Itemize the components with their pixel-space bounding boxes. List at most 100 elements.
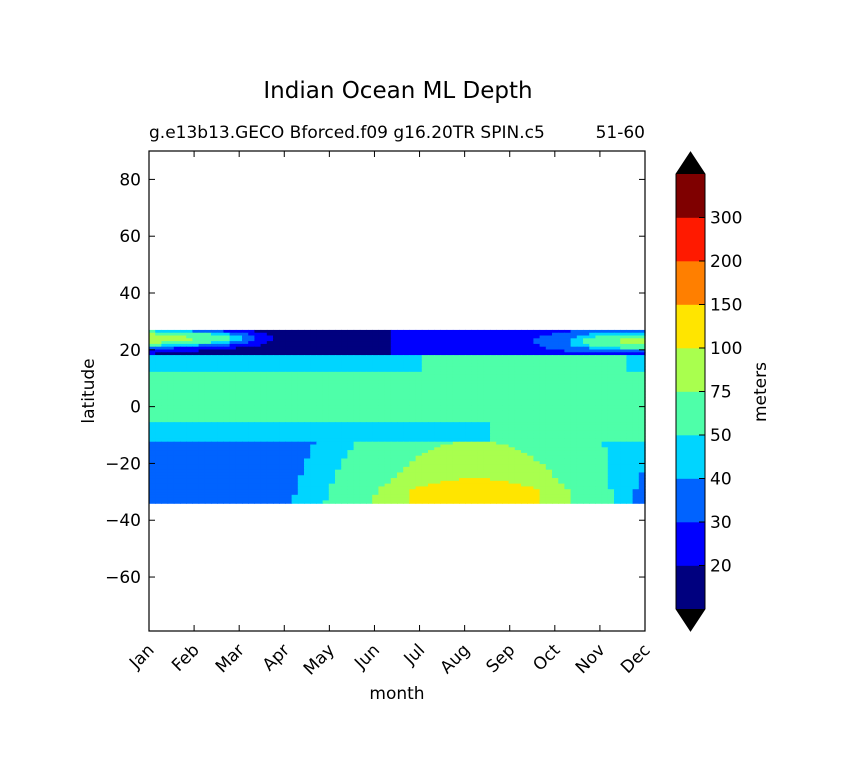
contour-cell bbox=[341, 343, 348, 348]
contour-cell bbox=[310, 410, 317, 415]
contour-cell bbox=[229, 374, 237, 379]
contour-cell bbox=[322, 472, 330, 476]
contour-cell bbox=[397, 427, 404, 432]
contour-cell bbox=[161, 486, 169, 490]
contour-cell bbox=[347, 483, 355, 488]
contour-cell bbox=[310, 469, 317, 474]
contour-cell bbox=[545, 469, 553, 474]
contour-cell bbox=[167, 388, 175, 393]
contour-cell bbox=[229, 492, 237, 496]
contour-cell bbox=[533, 424, 541, 429]
contour-cell bbox=[192, 380, 200, 384]
contour-cell bbox=[211, 332, 218, 337]
contour-cell bbox=[595, 497, 603, 501]
contour-cell bbox=[558, 343, 565, 348]
contour-cell bbox=[397, 455, 404, 460]
contour-cell bbox=[173, 369, 181, 373]
contour-cell bbox=[403, 458, 410, 462]
contour-cell bbox=[372, 405, 379, 409]
contour-cell bbox=[514, 455, 522, 460]
contour-cell bbox=[297, 360, 305, 365]
contour-cell bbox=[155, 385, 162, 390]
contour-cell bbox=[533, 410, 541, 415]
contour-cell bbox=[366, 371, 373, 376]
contour-cell bbox=[471, 391, 479, 395]
contour-cell bbox=[304, 430, 311, 434]
contour-cell bbox=[167, 374, 175, 379]
contour-cell bbox=[539, 341, 547, 345]
contour-cell bbox=[514, 464, 522, 468]
contour-cell bbox=[291, 458, 299, 462]
contour-cell bbox=[409, 497, 417, 501]
contour-cell bbox=[273, 355, 280, 359]
contour-cell bbox=[527, 352, 534, 356]
contour-cell bbox=[198, 464, 206, 468]
contour-cell bbox=[173, 410, 181, 415]
contour-cell bbox=[335, 380, 342, 384]
contour-cell bbox=[638, 346, 646, 351]
contour-cell bbox=[304, 399, 311, 404]
contour-cell bbox=[173, 349, 181, 353]
contour-cell bbox=[384, 450, 392, 454]
contour-cell bbox=[446, 447, 454, 451]
contour-cell bbox=[316, 360, 324, 365]
contour-cell bbox=[508, 452, 516, 457]
contour-cell bbox=[620, 422, 627, 426]
contour-cell bbox=[297, 355, 305, 359]
contour-cell bbox=[273, 461, 280, 465]
contour-cell bbox=[620, 357, 627, 362]
contour-cell bbox=[378, 332, 386, 337]
contour-cell bbox=[297, 338, 305, 342]
contour-cell bbox=[409, 500, 417, 504]
contour-cell bbox=[558, 433, 565, 437]
contour-cell bbox=[347, 346, 355, 351]
contour-cell bbox=[558, 489, 565, 493]
contour-cell bbox=[347, 422, 355, 426]
contour-cell bbox=[409, 397, 417, 401]
contour-cell bbox=[428, 450, 435, 454]
contour-cell bbox=[452, 492, 460, 496]
contour-cell bbox=[328, 343, 336, 348]
contour-cell bbox=[403, 355, 410, 359]
contour-cell bbox=[341, 483, 348, 488]
contour-cell bbox=[378, 343, 386, 348]
contour-cell bbox=[204, 363, 212, 367]
contour-cell bbox=[508, 489, 516, 493]
contour-cell bbox=[471, 394, 479, 398]
contour-cell bbox=[508, 436, 516, 440]
contour-cell bbox=[161, 494, 169, 499]
contour-cell bbox=[372, 383, 379, 387]
contour-cell bbox=[527, 363, 534, 367]
contour-cell bbox=[266, 419, 274, 423]
contour-cell bbox=[167, 500, 175, 504]
contour-cell bbox=[366, 466, 373, 471]
contour-cell bbox=[415, 388, 423, 393]
contour-cell bbox=[384, 494, 392, 499]
contour-cell bbox=[223, 352, 231, 356]
contour-cell bbox=[552, 430, 559, 434]
contour-cell bbox=[452, 383, 460, 387]
contour-cell bbox=[539, 447, 547, 451]
contour-cell bbox=[173, 346, 181, 351]
contour-cell bbox=[552, 363, 559, 367]
contour-cell bbox=[279, 450, 286, 454]
contour-cell bbox=[229, 380, 237, 384]
contour-cell bbox=[211, 363, 218, 367]
contour-cell bbox=[415, 371, 423, 376]
contour-cell bbox=[434, 410, 441, 415]
contour-cell bbox=[446, 419, 454, 423]
contour-cell bbox=[260, 427, 268, 432]
contour-cell bbox=[428, 444, 435, 448]
contour-cell bbox=[366, 397, 373, 401]
contour-cell bbox=[601, 357, 609, 362]
contour-cell bbox=[533, 492, 541, 496]
contour-cell bbox=[390, 335, 398, 339]
contour-cell bbox=[353, 483, 361, 488]
contour-cell bbox=[459, 360, 466, 365]
contour-cell bbox=[545, 371, 553, 376]
x-tick-label: Apr bbox=[259, 640, 294, 675]
contour-cell bbox=[459, 391, 466, 395]
contour-cell bbox=[620, 489, 627, 493]
contour-cell bbox=[378, 486, 386, 490]
contour-cell bbox=[614, 486, 621, 490]
